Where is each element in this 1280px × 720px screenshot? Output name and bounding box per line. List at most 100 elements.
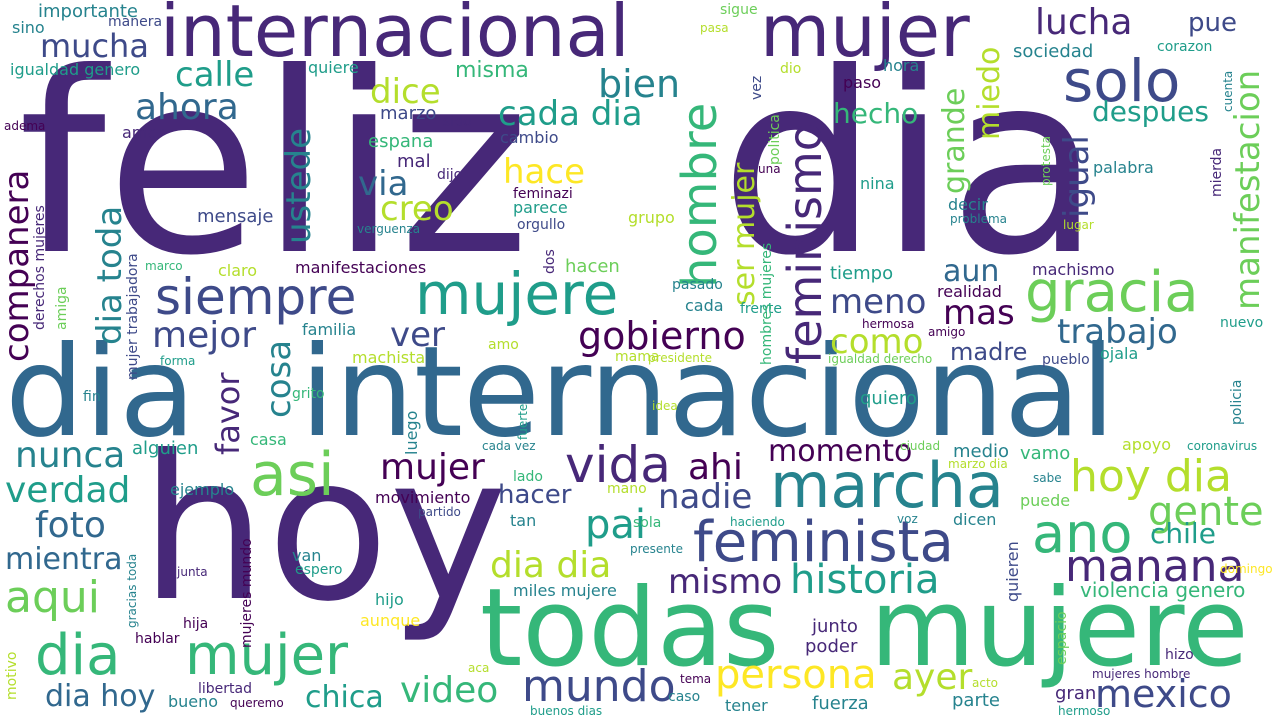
word: sola	[633, 515, 662, 531]
word: problema	[950, 212, 1008, 226]
word: claro	[218, 261, 258, 280]
word: grupo	[628, 208, 675, 227]
word: hacen	[565, 256, 620, 277]
word: feliz	[18, 19, 530, 310]
word: ustede	[279, 127, 319, 244]
word: siempre	[155, 268, 357, 326]
word: ser mujer	[727, 162, 762, 306]
word: pai	[585, 502, 647, 548]
word: voz	[897, 512, 918, 526]
word: decir	[948, 195, 988, 214]
word: hijo	[375, 590, 404, 609]
word: grande	[937, 87, 972, 194]
word: pueblo	[1042, 352, 1090, 368]
word: mierda	[1209, 147, 1225, 197]
word: ahora	[135, 87, 239, 128]
word: foto	[35, 505, 106, 546]
word: feminazi	[513, 186, 573, 202]
word: igual	[1057, 135, 1097, 218]
word: momento	[768, 434, 913, 469]
word: espacio	[1054, 611, 1070, 665]
word: marzo dia	[948, 457, 1008, 471]
word: gobierno	[578, 314, 746, 358]
word: vez	[749, 75, 765, 100]
word: coronavirus	[1187, 439, 1258, 453]
word: apoyo	[1122, 435, 1172, 454]
word: quieren	[1003, 541, 1022, 602]
word: parece	[513, 198, 568, 217]
word: gracia	[1025, 260, 1199, 325]
word: ayer	[892, 657, 973, 698]
word: movimiento	[375, 488, 471, 507]
word: internacional	[300, 320, 1116, 465]
word: dia	[720, 19, 1102, 310]
word: aun	[943, 254, 1000, 289]
word: mundo	[522, 661, 676, 712]
word: mucha	[40, 27, 149, 65]
word: asi	[250, 440, 335, 510]
word: gran	[1055, 683, 1097, 704]
word: tener	[725, 696, 768, 715]
word: amigo	[928, 325, 966, 339]
word: machista	[352, 348, 426, 367]
word: vida	[565, 436, 671, 494]
word: lugar	[1063, 218, 1094, 232]
word: trabajo	[1057, 312, 1178, 352]
word: aca	[468, 661, 490, 675]
word: quiere	[308, 58, 359, 77]
word: hizo	[1165, 647, 1194, 663]
word: lado	[513, 469, 543, 485]
word: hacer	[498, 480, 572, 510]
word: nunca	[15, 435, 126, 476]
word: ojala	[1100, 344, 1139, 363]
word: mujere	[870, 566, 1249, 691]
word: marzo	[380, 103, 437, 124]
word: mujer	[760, 0, 970, 73]
word: despues	[1092, 95, 1209, 128]
word: marco	[145, 259, 183, 273]
word: igualdad genero	[10, 60, 141, 79]
word: misma	[455, 58, 529, 83]
word: dio	[780, 61, 802, 77]
word: una	[758, 162, 781, 176]
word: van	[292, 546, 322, 565]
word: puede	[1020, 491, 1071, 510]
word: mano	[607, 481, 647, 497]
word: manifestacion	[1228, 69, 1268, 310]
word: calle	[175, 55, 255, 95]
word: adema	[4, 119, 46, 133]
word: libertad	[198, 681, 252, 697]
word: mujere	[415, 260, 619, 328]
word: manifestaciones	[295, 258, 427, 277]
word: derechos mujeres	[32, 205, 48, 330]
word: haciendo	[730, 515, 785, 529]
word: meno	[830, 282, 927, 322]
word: fin	[83, 389, 101, 405]
word: nina	[860, 174, 895, 193]
word: amiga	[54, 286, 70, 330]
word: machismo	[1032, 260, 1115, 279]
word: feminismo	[778, 123, 832, 364]
word: hombre	[672, 102, 728, 288]
word: dia	[5, 320, 196, 465]
word: fuerza	[812, 693, 869, 714]
word: chica	[305, 680, 384, 715]
word: hermosa	[862, 317, 915, 331]
word: hablar	[135, 631, 180, 647]
word: verdad	[5, 470, 131, 511]
word: hoy dia	[1070, 451, 1232, 502]
word: idea	[652, 399, 678, 413]
word: policia	[1229, 379, 1245, 425]
word: pue	[1188, 8, 1237, 38]
word: cada	[685, 296, 724, 315]
word: quiero	[860, 388, 917, 409]
word: acto	[972, 676, 998, 690]
word: mama	[615, 349, 660, 365]
word: dijo	[437, 167, 463, 183]
word: amor	[122, 123, 164, 142]
word: solo	[1063, 47, 1181, 115]
word: gracias toda	[125, 553, 139, 628]
word: cada vez	[482, 439, 536, 453]
word: corazon	[1157, 39, 1213, 55]
